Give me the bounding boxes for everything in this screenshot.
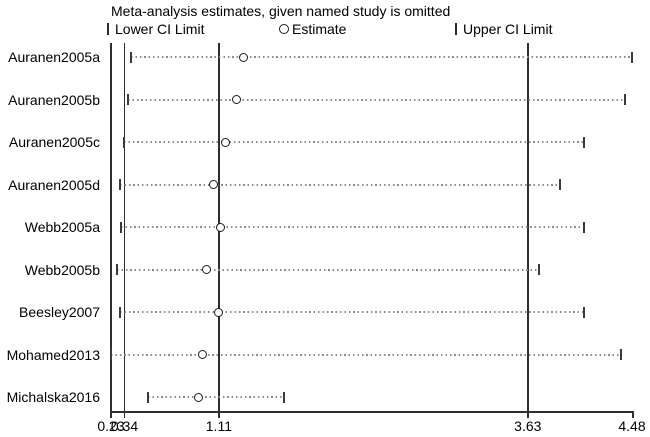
lower-ci-tick xyxy=(118,306,121,318)
x-axis-tick-label: 0.34 xyxy=(110,418,139,434)
ci-tick-icon xyxy=(107,23,109,35)
x-axis-tick-label: 1.11 xyxy=(205,418,232,434)
estimate-circle-icon xyxy=(279,24,289,34)
y-axis-line xyxy=(110,43,112,418)
x-axis-tick-label: 4.48 xyxy=(618,418,646,434)
study-label: Webb2005b xyxy=(24,261,100,278)
overall-upper-ci-ref-line xyxy=(527,43,529,418)
estimate-marker xyxy=(231,95,241,104)
upper-ci-tick xyxy=(623,94,626,105)
x-axis-tick-label: 3.63 xyxy=(514,418,542,434)
ci-dotted-line xyxy=(124,141,585,143)
ci-tick-icon xyxy=(455,23,457,35)
upper-ci-tick xyxy=(619,349,622,360)
ci-dotted-line xyxy=(147,396,284,398)
estimate-marker xyxy=(202,265,212,274)
x-axis-tick-label: 0.23 xyxy=(97,418,125,434)
estimate-marker xyxy=(214,307,224,317)
legend-item-estimate: Estimate xyxy=(279,21,346,37)
estimate-marker xyxy=(215,222,225,232)
estimate-marker xyxy=(193,392,203,402)
lower-ci-tick xyxy=(146,391,149,403)
upper-ci-tick xyxy=(631,51,633,63)
upper-ci-tick xyxy=(583,306,586,318)
study-label: Auranen2005a xyxy=(8,49,100,65)
upper-ci-tick xyxy=(583,221,586,233)
legend-lower-ci-label: Lower CI Limit xyxy=(115,21,205,37)
ci-dotted-line xyxy=(119,183,560,186)
upper-ci-tick xyxy=(558,179,561,190)
x-axis-line xyxy=(111,411,634,413)
study-label: Michalska2016 xyxy=(6,389,100,405)
legend-item-upper-ci: Upper CI Limit xyxy=(455,21,552,37)
ci-dotted-line xyxy=(130,56,632,58)
study-label: Auranen2005d xyxy=(8,176,100,193)
upper-ci-tick xyxy=(583,136,586,148)
lower-ci-tick xyxy=(110,349,112,360)
ci-dotted-line xyxy=(120,226,585,228)
lower-ci-tick xyxy=(116,264,119,275)
study-label: Mohamed2013 xyxy=(6,346,100,363)
ci-dotted-line xyxy=(128,98,625,101)
lower-ci-tick xyxy=(119,221,122,233)
x-axis-end-tick xyxy=(632,411,634,418)
lower-ci-tick xyxy=(127,94,130,105)
estimate-marker xyxy=(238,52,248,62)
upper-ci-tick xyxy=(282,391,285,403)
upper-ci-tick xyxy=(537,264,540,275)
lower-ci-tick xyxy=(118,179,121,190)
lower-ci-tick xyxy=(123,136,126,148)
study-label: Auranen2005c xyxy=(8,134,100,150)
legend-upper-ci-label: Upper CI Limit xyxy=(463,21,553,37)
overall-lower-ci-ref-line xyxy=(123,43,126,418)
estimate-marker xyxy=(209,180,219,189)
legend-estimate-label: Estimate xyxy=(292,21,347,37)
study-label: Beesley2007 xyxy=(19,304,100,320)
legend-item-lower-ci: Lower CI Limit xyxy=(107,21,204,37)
ci-dotted-line xyxy=(111,353,621,356)
ci-dotted-line xyxy=(119,311,585,313)
ci-dotted-line xyxy=(117,268,539,271)
study-label: Webb2005a xyxy=(24,219,100,235)
estimate-marker xyxy=(220,137,230,147)
study-label: Auranen2005b xyxy=(8,91,100,108)
chart-title: Meta-analysis estimates, given named stu… xyxy=(111,3,451,19)
estimate-marker xyxy=(198,350,208,359)
lower-ci-tick xyxy=(129,51,132,63)
